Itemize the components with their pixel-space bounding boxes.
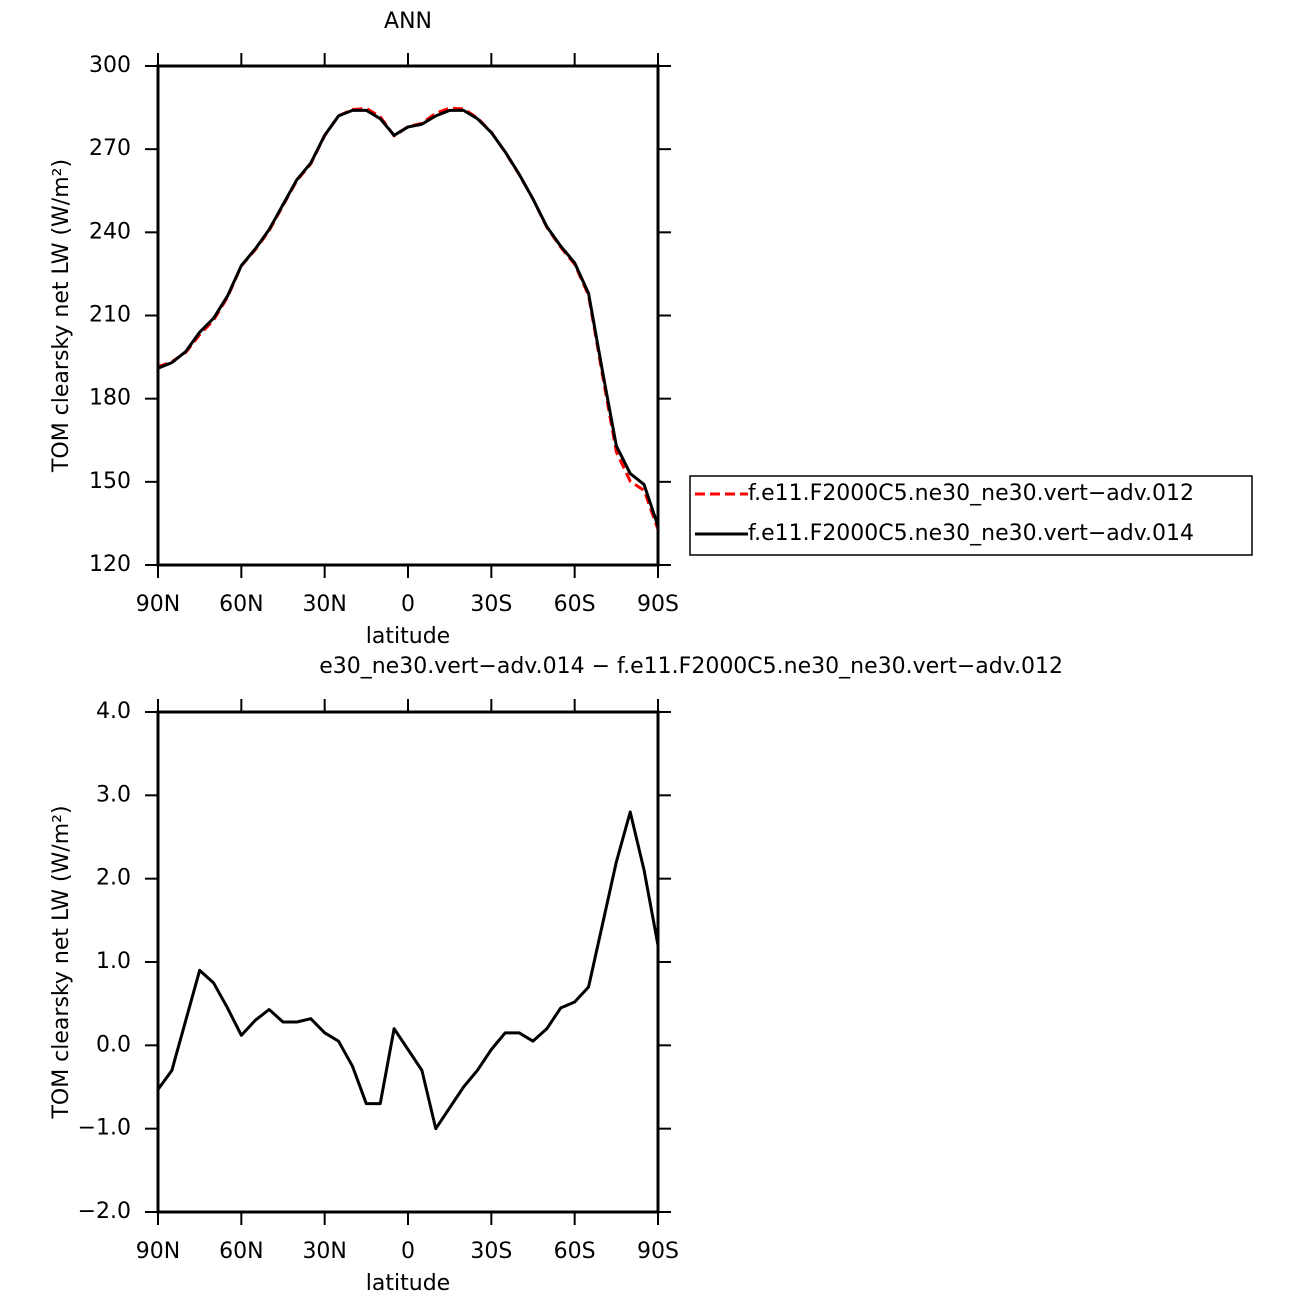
y-tick-label: 180	[89, 386, 131, 411]
x-tick-label: 0	[401, 592, 415, 617]
x-tick-label: 60S	[554, 592, 596, 617]
legend-label: f.e11.F2000C5.ne30_ne30.vert−adv.012	[748, 481, 1194, 506]
y-tick-label: 4.0	[96, 699, 131, 724]
x-tick-label: 60N	[219, 592, 263, 617]
y-axis-label: TOM clearsky net LW (W/m²)	[49, 159, 74, 473]
x-tick-label: 30N	[302, 592, 346, 617]
y-tick-label: 240	[89, 219, 131, 244]
data-line	[156, 810, 660, 1131]
x-tick-label: 90N	[136, 1239, 180, 1264]
legend-box	[689, 475, 1253, 556]
y-tick-label: 150	[89, 469, 131, 494]
x-tick-label: 90S	[637, 1239, 679, 1264]
y-tick-label: 210	[89, 303, 131, 328]
x-tick-label: 30S	[470, 1239, 512, 1264]
x-axis-label: latitude	[366, 624, 450, 649]
x-tick-label: 90S	[637, 592, 679, 617]
x-tick-label: 30S	[470, 592, 512, 617]
y-tick-label: 0.0	[96, 1032, 131, 1057]
y-tick-label: 120	[89, 552, 131, 577]
chart-title: ANN	[384, 9, 432, 34]
x-tick-label: 0	[401, 1239, 415, 1264]
y-tick-label: 270	[89, 136, 131, 161]
y-axis-label: TOM clearsky net LW (W/m²)	[49, 805, 74, 1119]
x-tick-label: 60S	[554, 1239, 596, 1264]
plot-frame	[156, 710, 660, 1214]
legend-label: f.e11.F2000C5.ne30_ne30.vert−adv.014	[748, 521, 1194, 546]
x-tick-label: 90N	[136, 592, 180, 617]
y-tick-label: 300	[89, 53, 131, 78]
y-tick-label: 3.0	[96, 782, 131, 807]
y-tick-label: 1.0	[96, 949, 131, 974]
plot-frame	[156, 64, 660, 567]
x-tick-label: 30N	[302, 1239, 346, 1264]
chart-title: e30_ne30.vert−adv.014 − f.e11.F2000C5.ne…	[319, 654, 1063, 679]
data-line	[157, 106, 660, 531]
x-axis-label: latitude	[366, 1271, 450, 1296]
y-tick-label: −2.0	[78, 1199, 131, 1224]
data-line	[157, 108, 660, 527]
y-tick-label: 2.0	[96, 866, 131, 891]
x-tick-label: 60N	[219, 1239, 263, 1264]
y-tick-label: −1.0	[78, 1116, 131, 1141]
